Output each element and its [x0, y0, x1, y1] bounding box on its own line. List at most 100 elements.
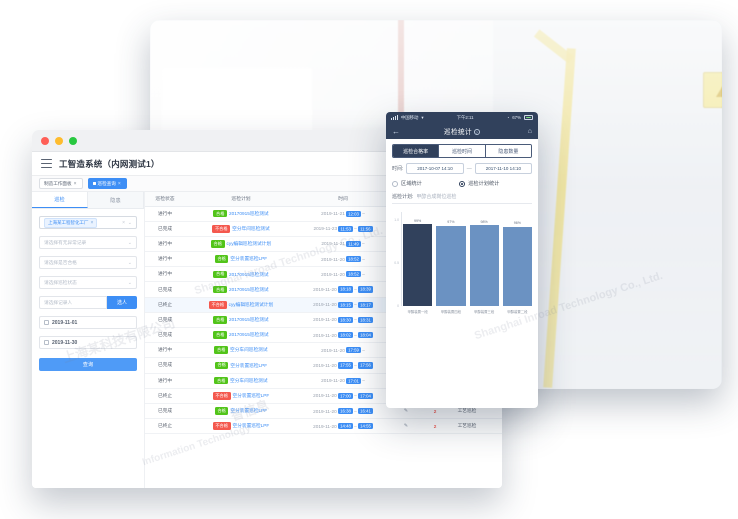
date-filter-label: 时间:	[392, 166, 404, 173]
th-state[interactable]: 巡检状态	[145, 192, 185, 207]
cell-plan[interactable]: 不合格 空分装置巡检LPF	[185, 388, 297, 404]
hamburger-icon[interactable]	[41, 159, 52, 168]
time-end: 18:04	[358, 332, 373, 339]
qualified-select[interactable]: 请选择是否合格 ⌄	[39, 256, 137, 269]
factory-chip[interactable]: 上海某工程智化工厂 ×	[44, 217, 98, 228]
cell-plan[interactable]: 合格 空分装置巡检LPF	[185, 357, 297, 374]
recorder-input[interactable]: 请选择记录人	[39, 296, 107, 309]
plan-link[interactable]: cyy编辑巡检测试计划	[228, 301, 274, 307]
query-button[interactable]: 查询	[39, 358, 137, 371]
plan-link[interactable]: cyy编辑巡检测试计划	[226, 241, 272, 247]
cell-state: 进行中	[145, 342, 185, 359]
cell-plan[interactable]: 合格 cyy编辑巡检测试计划	[185, 236, 297, 253]
cell-plan[interactable]: 不合格 空分装置巡检LPF	[185, 418, 297, 435]
cell-time: 2019-11-21 11:49 –	[297, 236, 389, 253]
cell-plan[interactable]: 合格 20170915巡检测试	[185, 312, 297, 329]
tab-hazard[interactable]: 隐患	[88, 192, 144, 208]
tag-inspection-query[interactable]: 巡检查询 ×	[87, 178, 127, 189]
window-zoom-button[interactable]	[69, 136, 77, 145]
chevron-down-icon[interactable]: ⌄	[127, 279, 132, 286]
qualify-badge: 不合格	[212, 422, 231, 431]
cell-hazard: 2	[423, 418, 447, 435]
segment-pass-rate[interactable]: 巡检合格率	[393, 145, 440, 158]
tab-inspection[interactable]: 巡检	[32, 192, 88, 208]
plan-link[interactable]: 20170915巡检测试	[228, 317, 269, 323]
radio-plan-stats[interactable]: 巡检计划统计	[459, 180, 499, 187]
close-icon[interactable]: ×	[117, 180, 121, 187]
cell-plan[interactable]: 合格 空分车间巡检测试	[185, 342, 297, 359]
question-circle-icon[interactable]: ?	[473, 129, 480, 136]
chevron-down-icon[interactable]: ⌄	[127, 239, 132, 246]
home-icon[interactable]: ⌂	[527, 127, 532, 135]
table-row[interactable]: 已完成 合格 空分装置巡检LPF 2019-11-20 16:38 – 16:41 ✎ 2…	[145, 403, 502, 420]
time-start: 12:03	[346, 210, 361, 217]
plan-link[interactable]: 20170915巡检测试	[228, 332, 269, 338]
qualify-badge: 合格	[214, 346, 229, 355]
date-start-field[interactable]: 2017-10-07 14:10	[406, 163, 464, 175]
cell-state: 已完成	[145, 221, 185, 237]
plan-link[interactable]: 空分装置巡检LPF	[232, 393, 270, 399]
table-row[interactable]: 已终止 不合格 cyy编辑巡检测试计划 2019-11-20 18:15 – 18:1…	[145, 297, 502, 313]
chart-bar-column[interactable]: 99%	[403, 212, 433, 307]
chart-bar[interactable]	[403, 224, 433, 307]
date-start-input[interactable]: 2019-11-01	[39, 316, 137, 329]
chevron-down-icon[interactable]: ⌄	[127, 259, 132, 266]
plan-link[interactable]: 空分车间巡检测试	[230, 377, 268, 383]
cell-plan[interactable]: 合格 空分装置巡检LPF	[185, 251, 297, 268]
abnormal-record-select[interactable]: 请选择有无异常记录 ⌄	[39, 236, 137, 249]
plan-link[interactable]: 20170915巡检测试	[228, 271, 269, 277]
plan-link[interactable]: 空分车间巡检测试	[230, 347, 268, 353]
chart-bar-column[interactable]: 97%	[436, 212, 466, 307]
wifi-icon: ▾	[421, 114, 424, 120]
date-end-field[interactable]: 2017-11-10 14:10	[474, 163, 533, 175]
plan-link[interactable]: 20170915巡检测试	[228, 210, 269, 216]
plan-link[interactable]: 空分年间巡检测试	[232, 226, 270, 232]
tag-manufacturing-panel[interactable]: 制造工作面板 ×	[39, 178, 83, 189]
cell-plan[interactable]: 合格 20170915巡检测试	[185, 281, 297, 298]
cell-state: 进行中	[145, 266, 185, 283]
time-end: 18:39	[358, 286, 373, 293]
chart-bar[interactable]	[436, 225, 466, 307]
chip-close-icon[interactable]: ×	[90, 219, 94, 226]
segment-inspection-time[interactable]: 巡检时间	[439, 145, 486, 158]
date-end-input[interactable]: 2019-11-30	[39, 336, 137, 349]
cell-plan[interactable]: 合格 20170915巡检测试	[185, 327, 297, 344]
chart-bar-column[interactable]: 98%	[469, 212, 499, 307]
segment-hazard-count[interactable]: 隐患数量	[485, 145, 531, 158]
chart-bar-value-label: 99%	[414, 218, 422, 223]
th-time[interactable]: 时间	[297, 192, 389, 207]
chevron-down-icon[interactable]: ⌄	[127, 219, 132, 226]
plan-link[interactable]: 空分装置巡检LPF	[232, 423, 270, 429]
mobile-date-filter: 时间: 2017-10-07 14:10 — 2017-11-10 14:10	[392, 163, 533, 175]
inspection-status-select[interactable]: 请选择巡检状态 ⌄	[39, 276, 137, 289]
time-start: 18:52	[346, 256, 361, 263]
cell-plan[interactable]: 合格 20170915巡检测试	[185, 266, 297, 283]
cell-plan[interactable]: 不合格 cyy编辑巡检测试计划	[185, 297, 297, 313]
plan-link[interactable]: 空分装置巡检LPF	[230, 362, 268, 368]
plan-link[interactable]: 20170915巡检测试	[228, 286, 269, 292]
cell-state: 已终止	[145, 388, 185, 404]
mobile-plan-row[interactable]: 巡检计划: 甲醇合成岗位巡检	[392, 193, 532, 205]
cell-plan[interactable]: 合格 20170915巡检测试	[185, 206, 297, 222]
cell-time: 2019-11-20 17:55 – 17:56	[297, 357, 389, 374]
window-close-button[interactable]	[41, 136, 49, 145]
radio-area-stats[interactable]: 区域统计	[392, 180, 459, 187]
pick-person-button[interactable]: 选人	[107, 296, 137, 309]
cell-plan[interactable]: 合格 空分车间巡检测试	[185, 373, 297, 389]
chart-bar[interactable]	[502, 226, 532, 307]
arrow-left-icon[interactable]: ←	[392, 126, 400, 136]
chart-bar-column[interactable]: 96%	[502, 212, 532, 307]
factory-select[interactable]: 上海某工程智化工厂 × × ⌄	[39, 216, 137, 229]
cell-plan[interactable]: 合格 空分装置巡检LPF	[185, 403, 297, 420]
radio-icon-selected[interactable]	[459, 180, 466, 187]
plan-link[interactable]: 空分装置巡检LPF	[230, 256, 268, 262]
plan-link[interactable]: 空分装置巡检LPF	[230, 408, 268, 414]
table-row[interactable]: 已终止 不合格 空分装置巡检LPF 2019-11-20 14:48 – 14:55 ✎…	[145, 418, 502, 435]
chart-bar[interactable]	[469, 225, 499, 307]
close-icon[interactable]: ×	[73, 180, 77, 187]
th-plan[interactable]: 巡检计划	[185, 192, 297, 207]
clear-icon[interactable]: ×	[122, 219, 125, 226]
cell-plan[interactable]: 不合格 空分年间巡检测试	[185, 221, 297, 237]
radio-icon[interactable]	[392, 180, 398, 187]
window-minimize-button[interactable]	[55, 136, 63, 145]
